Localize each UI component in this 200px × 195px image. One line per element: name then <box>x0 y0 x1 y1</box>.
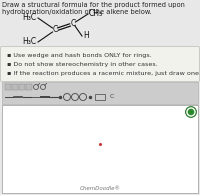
Text: C: C <box>52 26 58 35</box>
Circle shape <box>186 106 196 118</box>
Text: H: H <box>83 32 89 41</box>
Text: H₃C: H₃C <box>22 13 36 22</box>
FancyBboxPatch shape <box>0 46 200 82</box>
Text: H₃C: H₃C <box>22 37 36 46</box>
Bar <box>2 105 198 193</box>
Text: CH₃: CH₃ <box>89 10 103 19</box>
Bar <box>2 82 198 104</box>
Text: ▪ Do not show stereochemistry in other cases.: ▪ Do not show stereochemistry in other c… <box>7 62 158 67</box>
Bar <box>26 84 32 90</box>
Text: ▪ Use wedge and hash bonds ONLY for rings.: ▪ Use wedge and hash bonds ONLY for ring… <box>7 53 152 58</box>
Text: ChemDoodle®: ChemDoodle® <box>80 186 120 191</box>
Bar <box>95 94 105 100</box>
Text: C: C <box>110 95 114 99</box>
Bar <box>12 84 18 90</box>
Text: C: C <box>70 20 76 28</box>
Bar <box>19 84 25 90</box>
Bar <box>5 84 11 90</box>
Text: Draw a structural formula for the product formed upon hydroboration/oxidation of: Draw a structural formula for the produc… <box>2 2 185 15</box>
Text: ▪ If the reaction produces a racemic mixture, just draw one stereoisomer.: ▪ If the reaction produces a racemic mix… <box>7 71 200 76</box>
